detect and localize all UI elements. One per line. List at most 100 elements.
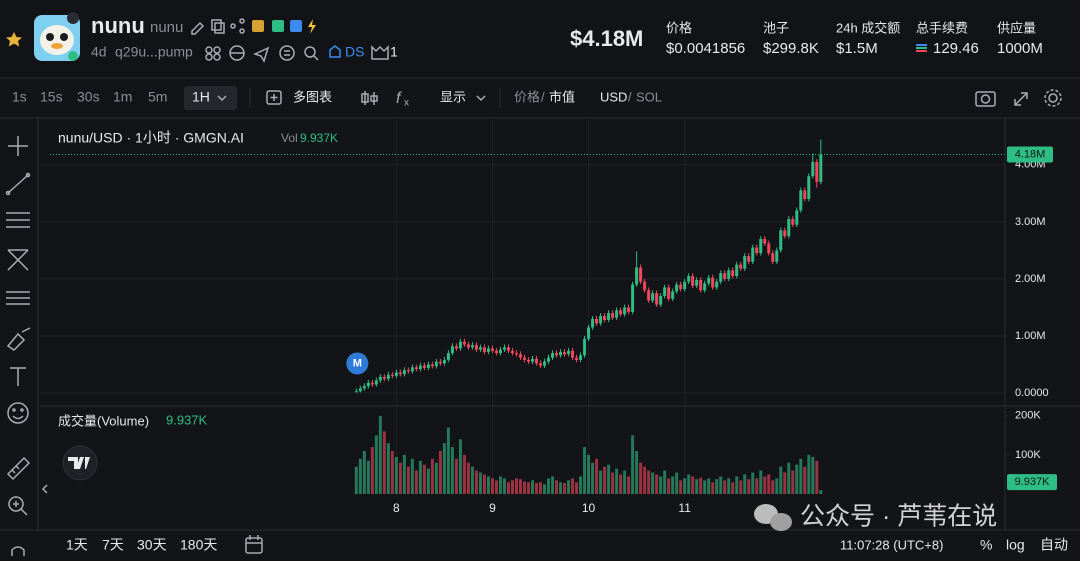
interval-button[interactable]: 30s <box>77 89 100 105</box>
volume-bar <box>527 482 531 494</box>
last-volume-tag <box>1007 474 1057 491</box>
range-button[interactable]: 180天 <box>180 537 217 553</box>
candle-body <box>747 256 751 262</box>
candle-body <box>567 350 571 355</box>
candle-body <box>498 349 502 354</box>
token-address[interactable]: q29u...pump <box>115 44 193 60</box>
price-toggle[interactable]: 价格 <box>514 89 540 104</box>
candle-body <box>555 353 559 356</box>
volume-bar <box>691 476 695 494</box>
active-interval[interactable]: 1H <box>192 89 210 105</box>
candle-body <box>599 315 603 324</box>
volume-bar <box>450 447 454 494</box>
percent-toggle[interactable]: % <box>980 537 992 553</box>
interval-button[interactable]: 15s <box>40 89 63 105</box>
mcap-toggle[interactable]: 市值 <box>549 89 575 104</box>
candle-type-icon[interactable] <box>361 91 378 105</box>
date-range-icon[interactable] <box>245 535 263 554</box>
last-price-tag <box>1007 146 1053 163</box>
candle-body <box>522 357 526 360</box>
usd-toggle[interactable]: USD <box>600 89 627 104</box>
dexscreener-link[interactable]: DS <box>345 44 364 60</box>
candle-body <box>370 382 374 385</box>
volume-bar <box>679 480 683 494</box>
interval-button[interactable]: 1m <box>113 89 132 105</box>
volume-bar <box>631 435 635 494</box>
candle-body <box>695 280 699 286</box>
candle-body <box>482 347 486 352</box>
volume-bar <box>543 484 547 494</box>
volume-bar <box>595 458 599 494</box>
volume-bar <box>587 454 591 494</box>
stat-label: 池子 <box>763 20 789 35</box>
candle-body <box>579 355 583 360</box>
candle-body <box>563 351 567 355</box>
volume-bar <box>719 476 723 494</box>
range-button[interactable]: 7天 <box>102 537 124 553</box>
volume-bar <box>731 482 735 494</box>
sol-toggle[interactable]: SOL <box>636 89 662 104</box>
drawing-tools[interactable] <box>5 136 31 556</box>
favorite-star[interactable] <box>6 32 22 47</box>
toggle-slash: / <box>628 89 632 104</box>
candle-body <box>422 365 426 368</box>
candle-body <box>543 361 547 366</box>
volume-bar <box>687 474 691 494</box>
volume-bar <box>402 454 406 494</box>
volume-bar <box>502 478 506 494</box>
volume-bar <box>603 466 607 494</box>
candle-body <box>751 247 755 262</box>
volume-bar <box>751 472 755 494</box>
candle-body <box>611 313 615 318</box>
volume-bar <box>354 466 358 494</box>
volume-bar <box>531 480 535 494</box>
display-menu[interactable]: 显示 <box>440 89 466 104</box>
event-marker[interactable] <box>346 352 369 375</box>
candle-body <box>551 353 555 358</box>
range-button[interactable]: 1天 <box>66 537 88 553</box>
indicator-icon[interactable]: f <box>396 90 402 107</box>
volume-bar <box>486 476 490 494</box>
volume-bar <box>563 483 567 494</box>
candle-body <box>691 276 695 286</box>
log-toggle[interactable]: log <box>1006 537 1025 553</box>
candle-body <box>466 344 470 348</box>
candle-body <box>398 372 402 375</box>
interval-button[interactable]: 1s <box>12 89 27 105</box>
interval-button[interactable]: 5m <box>148 89 167 105</box>
volume-bar <box>651 472 655 494</box>
candle-body <box>803 190 807 200</box>
volume-title: 成交量(Volume) <box>58 413 149 428</box>
volume-bar <box>711 482 715 494</box>
volume-bar <box>639 462 643 494</box>
active-interval-box[interactable] <box>184 86 237 110</box>
stat-label: 总手续费 <box>916 20 968 35</box>
candle-body <box>615 310 619 318</box>
range-button[interactable]: 30天 <box>137 537 167 553</box>
volume-bar <box>555 480 559 494</box>
chevron <box>476 95 486 102</box>
candle-body <box>414 367 418 370</box>
candle-body <box>382 377 386 379</box>
candle-body <box>743 256 747 269</box>
watermark-icon <box>754 504 792 531</box>
candle-body <box>607 313 611 320</box>
multi-chart[interactable]: 多图表 <box>293 89 332 104</box>
candle-body <box>627 307 631 312</box>
candle-body <box>679 284 683 290</box>
volume-bar <box>430 458 434 494</box>
volume-bar <box>571 478 575 494</box>
candle-body <box>811 161 815 177</box>
candle-body <box>575 357 579 360</box>
candle-body <box>687 276 691 282</box>
y-tick-label: 2.00M <box>1015 273 1046 285</box>
auto-toggle[interactable]: 自动 <box>1040 537 1068 553</box>
candle-body <box>799 190 803 211</box>
chart-title: nunu/USD · 1小时 · GMGN.AI <box>58 130 244 146</box>
candle-body <box>547 357 551 362</box>
candle-body <box>446 353 450 360</box>
candle-body <box>767 243 771 254</box>
collapse-chevron[interactable] <box>41 484 48 494</box>
volume-bar <box>366 460 370 494</box>
volume-bar <box>795 464 799 494</box>
